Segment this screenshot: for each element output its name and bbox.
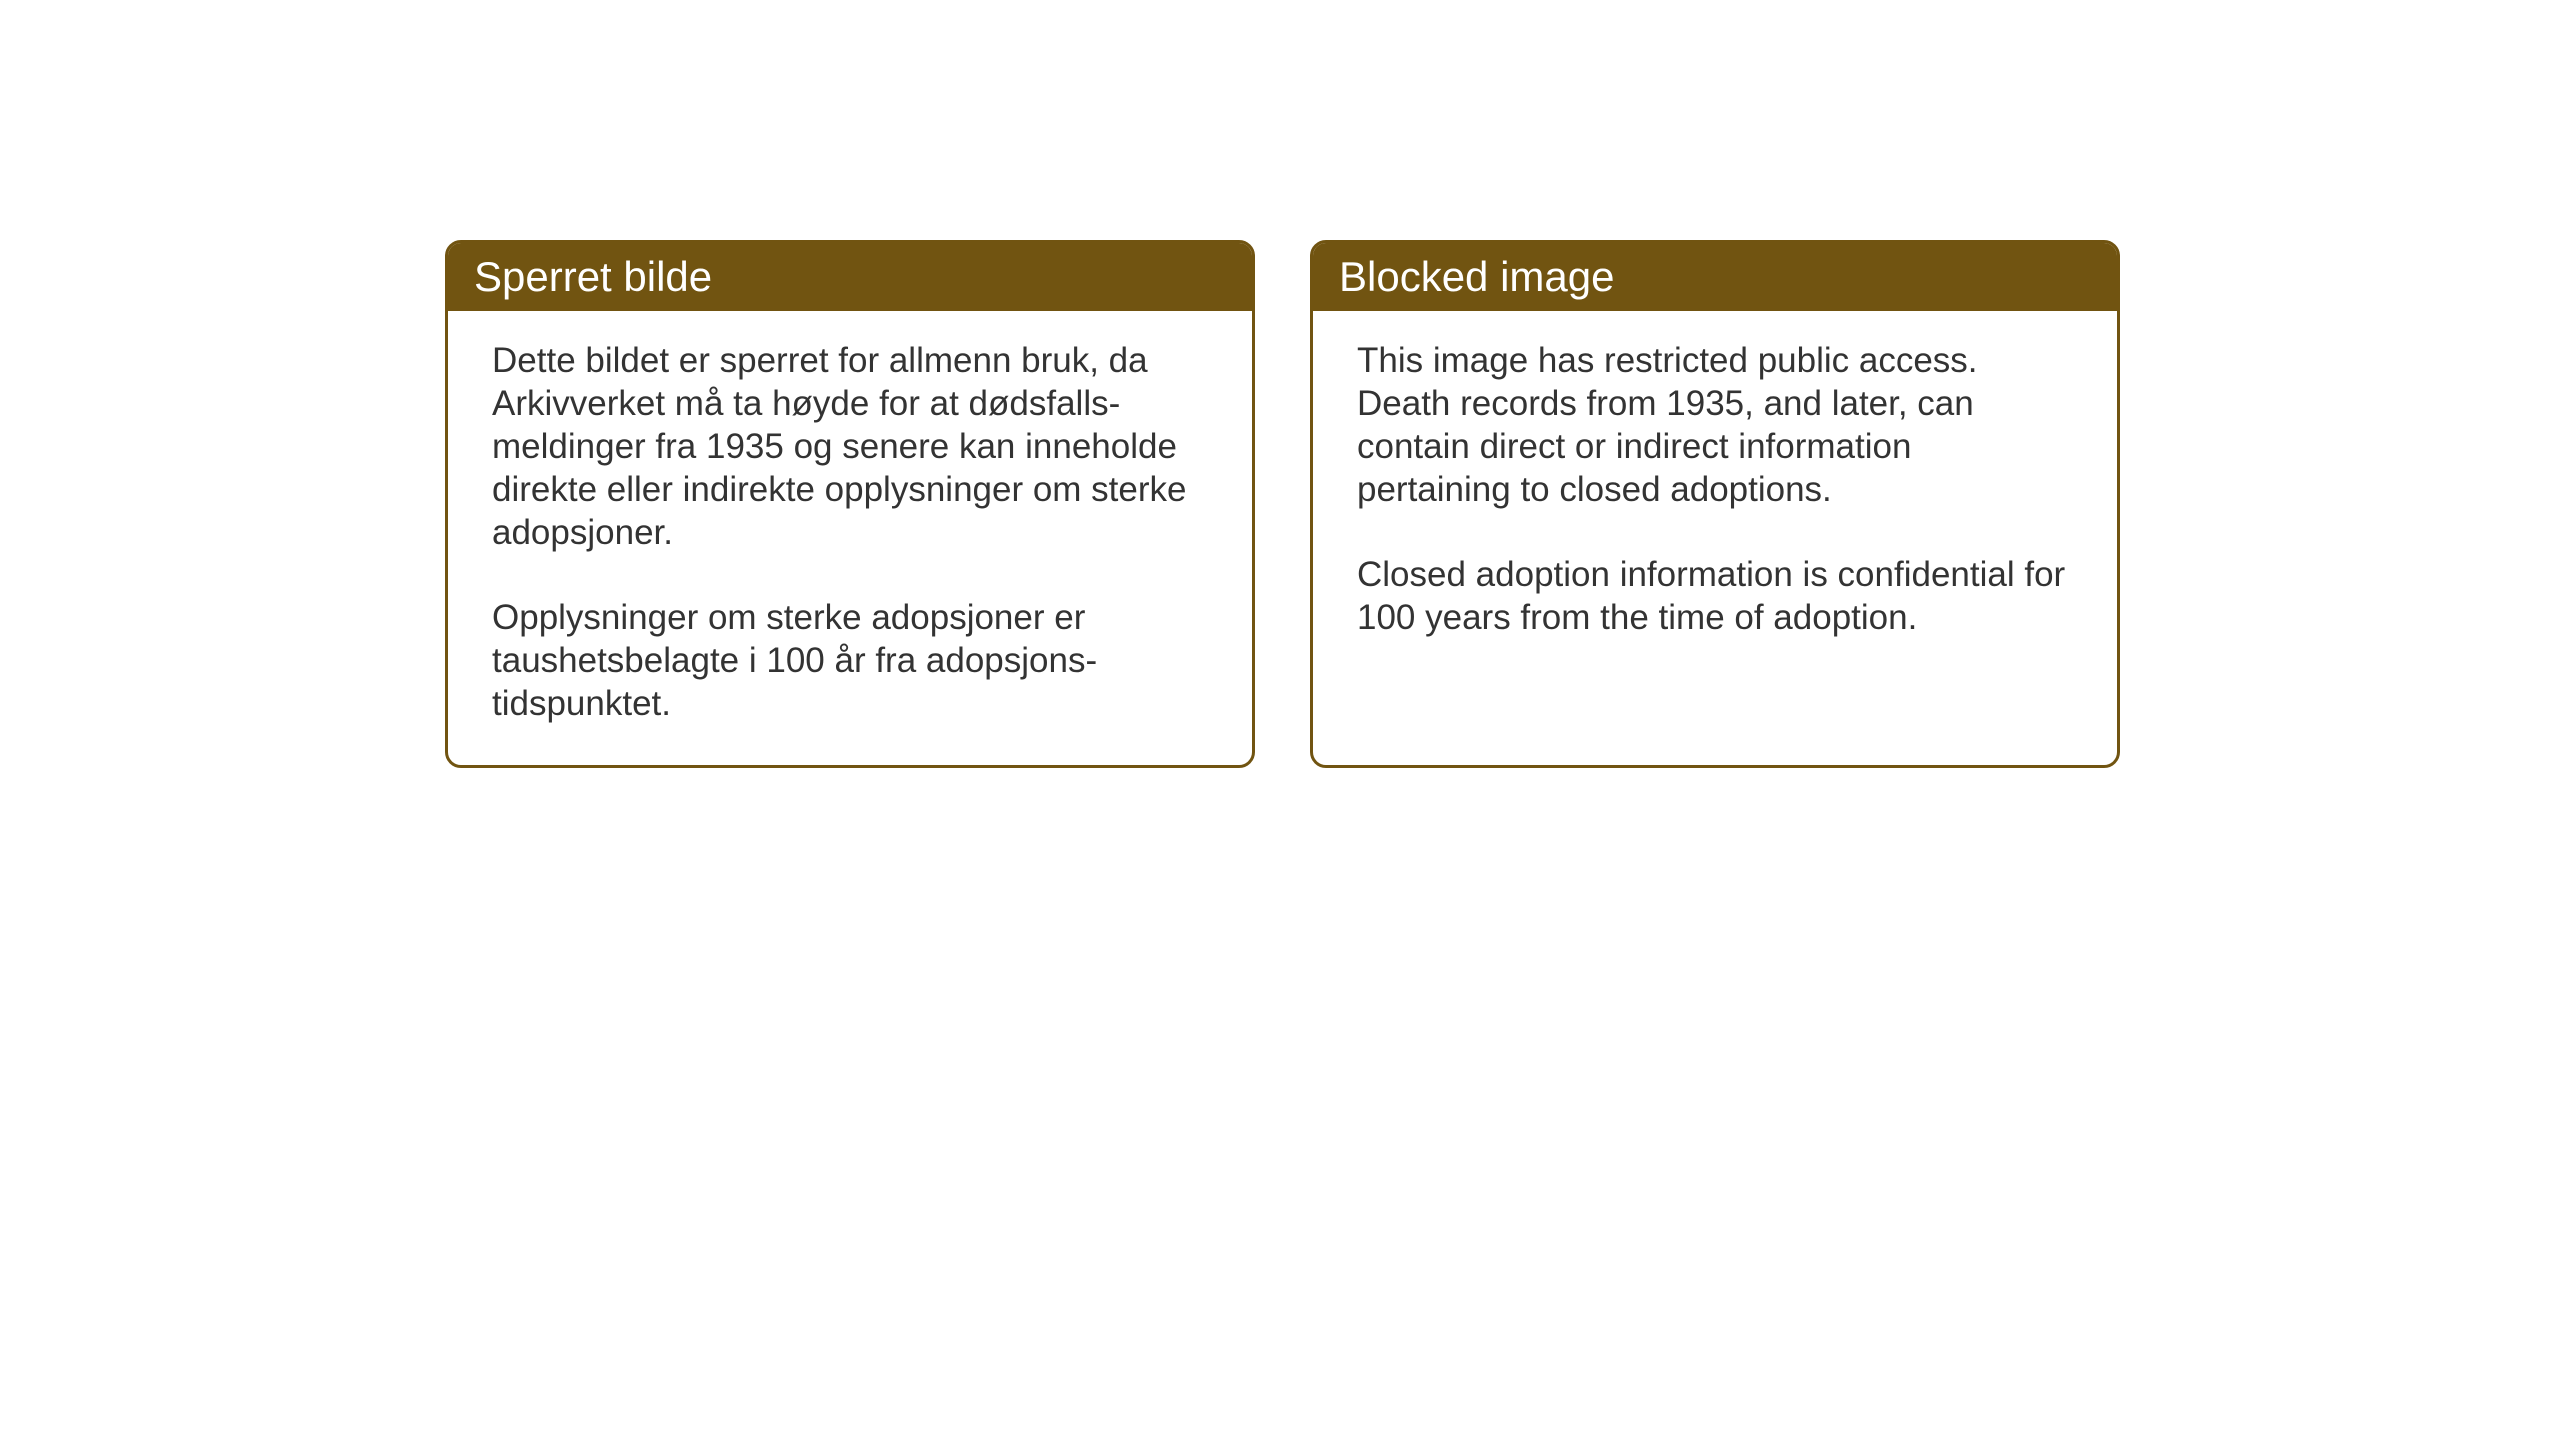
english-paragraph-2: Closed adoption information is confident…	[1357, 553, 2073, 639]
norwegian-paragraph-2: Opplysninger om sterke adopsjoner er tau…	[492, 596, 1208, 725]
norwegian-paragraph-1: Dette bildet er sperret for allmenn bruk…	[492, 339, 1208, 554]
norwegian-notice-card: Sperret bilde Dette bildet er sperret fo…	[445, 240, 1255, 768]
english-paragraph-1: This image has restricted public access.…	[1357, 339, 2073, 511]
english-notice-card: Blocked image This image has restricted …	[1310, 240, 2120, 768]
english-card-body: This image has restricted public access.…	[1313, 311, 2117, 679]
norwegian-card-title: Sperret bilde	[448, 243, 1252, 311]
english-card-title: Blocked image	[1313, 243, 2117, 311]
notice-container: Sperret bilde Dette bildet er sperret fo…	[445, 240, 2120, 768]
norwegian-card-body: Dette bildet er sperret for allmenn bruk…	[448, 311, 1252, 765]
